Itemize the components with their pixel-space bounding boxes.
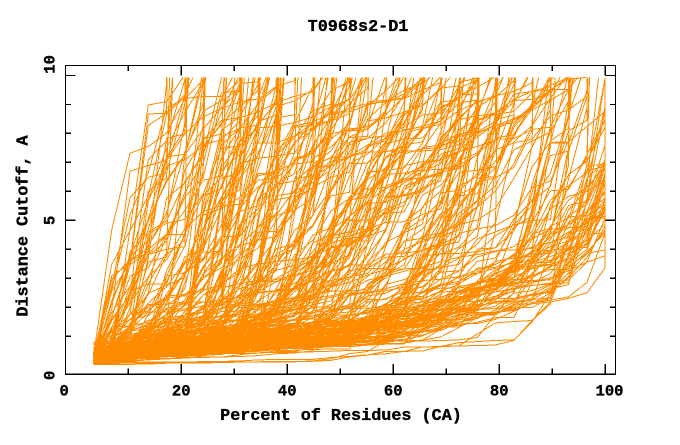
svg-text:80: 80 (490, 383, 509, 401)
svg-text:0: 0 (60, 383, 69, 401)
svg-text:Distance Cutoff, A: Distance Cutoff, A (15, 134, 34, 316)
svg-text:0: 0 (42, 371, 60, 380)
svg-text:60: 60 (384, 383, 403, 401)
svg-text:T0968s2-D1: T0968s2-D1 (308, 18, 409, 37)
svg-text:40: 40 (278, 383, 297, 401)
svg-text:5: 5 (42, 216, 60, 225)
svg-text:10: 10 (42, 55, 60, 74)
svg-text:20: 20 (172, 383, 191, 401)
svg-text:Percent of Residues (CA): Percent of Residues (CA) (220, 407, 462, 426)
svg-text:100: 100 (596, 383, 624, 401)
